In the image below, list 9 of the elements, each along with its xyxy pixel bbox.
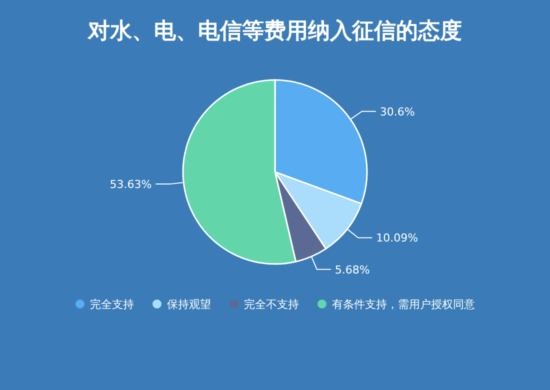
legend-label: 完全不支持 [244,298,299,311]
legend-label: 保持观望 [167,298,211,311]
data-label: 30.6% [380,105,415,118]
data-label: 53.63% [110,178,152,192]
data-label: 10.09% [376,232,418,245]
chart-title: 对水、电、电信等费用纳入征信的态度 [87,18,462,44]
data-label: 5.68% [334,263,370,276]
legend-label: 完全支持 [90,298,134,311]
legend-label: 有条件支持，需用户授权同意 [332,298,475,311]
